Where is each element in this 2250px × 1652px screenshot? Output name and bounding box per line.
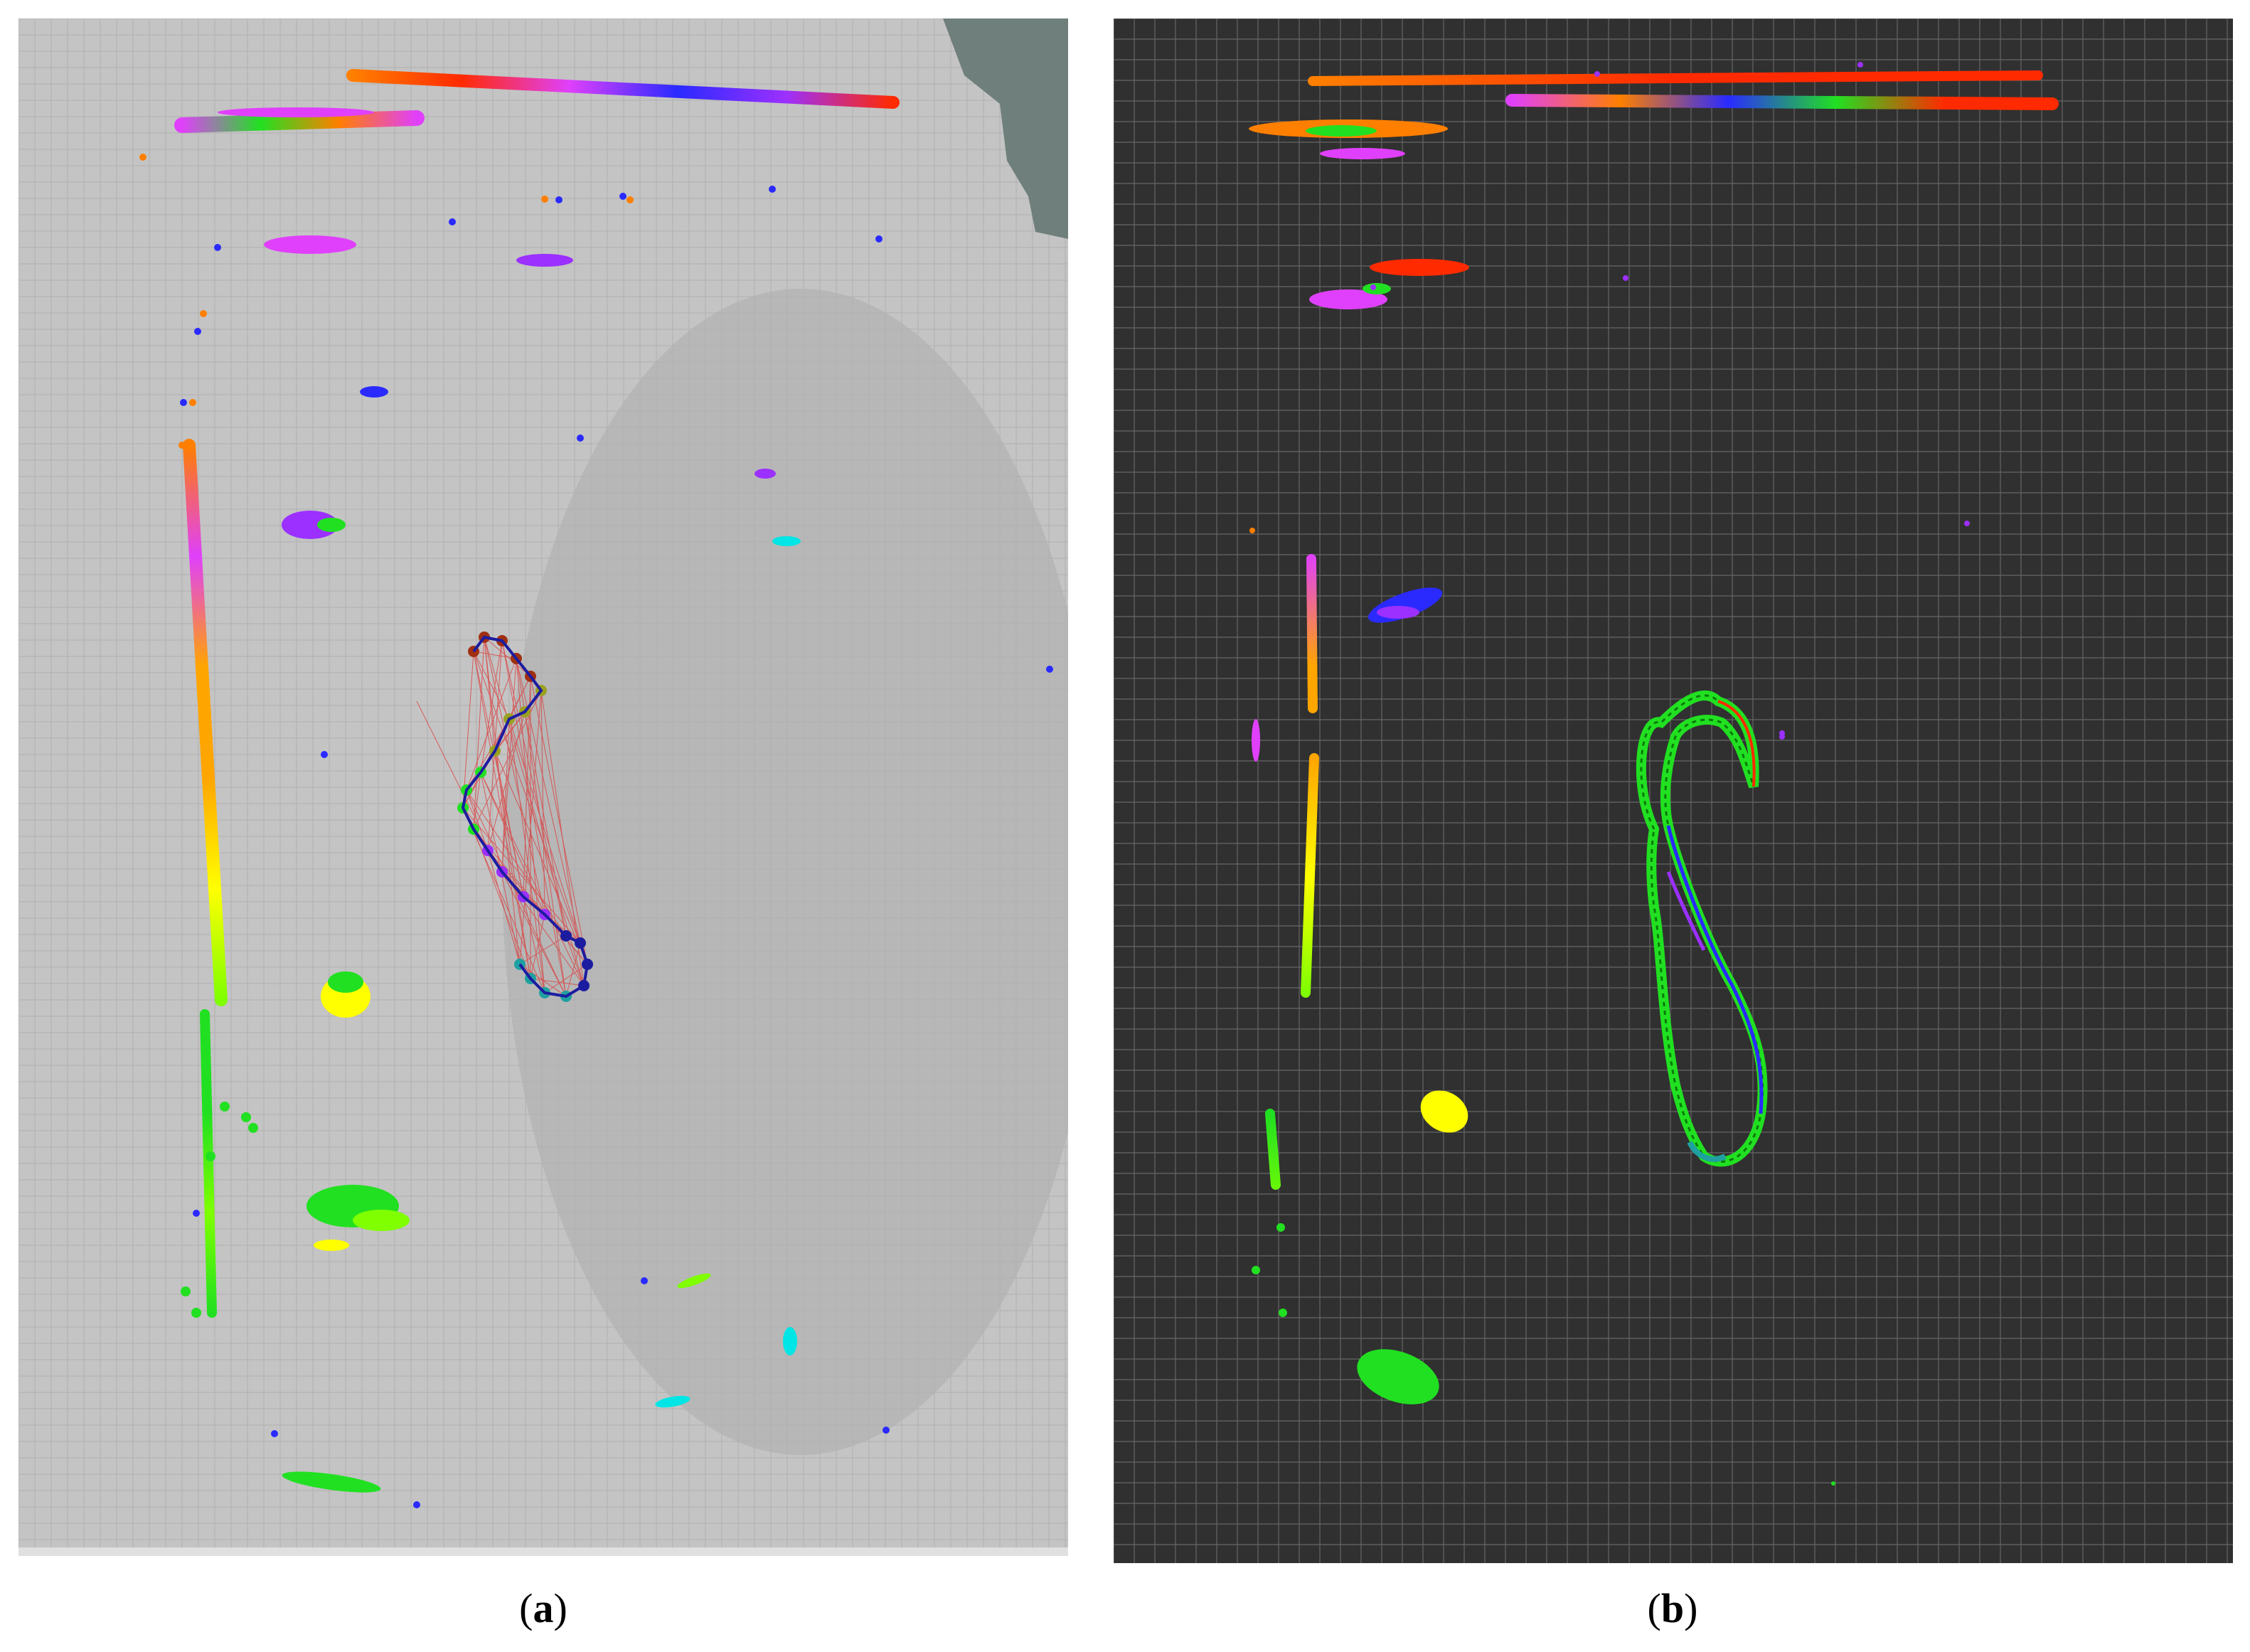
feature-16 bbox=[783, 1327, 797, 1355]
top-wall-left bbox=[174, 110, 425, 133]
map-grid bbox=[1114, 18, 2233, 1563]
feature-7 bbox=[1357, 1349, 1439, 1405]
panel-b-map-image bbox=[1114, 18, 2233, 1563]
scattered-points-green bbox=[1831, 1481, 1835, 1486]
trajectory-segment-red bbox=[1717, 700, 1756, 787]
top-wall bbox=[1505, 94, 2059, 110]
feature-3 bbox=[360, 386, 388, 398]
feature-1 bbox=[1370, 259, 1469, 276]
scattered-points-orange bbox=[1249, 528, 1255, 533]
map-background bbox=[1114, 18, 2233, 1563]
trajectory-segment-blue bbox=[1666, 825, 1764, 1114]
top-wall-left-lower bbox=[218, 107, 374, 117]
feature-11 bbox=[353, 1210, 410, 1231]
caption-a: (a) bbox=[519, 1585, 567, 1631]
left-wall-fragments bbox=[1252, 1223, 1287, 1317]
left-wall-lower bbox=[200, 1009, 217, 1318]
left-wall-fragment bbox=[1252, 719, 1260, 762]
feature-1 bbox=[264, 235, 356, 254]
top-left-wall-green bbox=[1306, 125, 1377, 137]
feature-4 bbox=[282, 511, 338, 539]
trajectory-segment-purple bbox=[1666, 871, 1706, 952]
feature-12 bbox=[314, 1240, 349, 1251]
map-bottom-strip bbox=[18, 1547, 1068, 1556]
feature-7 bbox=[755, 469, 776, 479]
left-wall-middle bbox=[1301, 753, 1319, 998]
feature-15 bbox=[655, 1395, 691, 1408]
caption-b: (b) bbox=[1647, 1585, 1698, 1631]
feature-2 bbox=[516, 254, 573, 267]
panel-b-rviz-map bbox=[1114, 18, 2233, 1563]
left-wall-fragments bbox=[181, 1102, 258, 1318]
scattered-points-orange bbox=[139, 154, 634, 449]
feature-13 bbox=[282, 1471, 381, 1493]
feature-3 bbox=[1363, 283, 1391, 294]
feature-14 bbox=[677, 1273, 711, 1289]
top-wall-right bbox=[346, 69, 900, 109]
top-wall-upper bbox=[1308, 70, 2043, 86]
feature-6 bbox=[772, 536, 801, 546]
top-left-wall-lower bbox=[1320, 148, 1405, 159]
scattered-points bbox=[180, 186, 1053, 1508]
trajectory-segment-teal bbox=[1687, 1141, 1727, 1162]
scattered-points bbox=[1370, 62, 1970, 740]
left-wall-lower bbox=[1265, 1109, 1281, 1190]
panel-a-map-image bbox=[18, 18, 1068, 1556]
feature-5 bbox=[317, 518, 346, 532]
feature-9 bbox=[328, 971, 363, 993]
feature-6 bbox=[1420, 1090, 1468, 1133]
feature-2 bbox=[1309, 289, 1387, 309]
panel-a-rviz-map bbox=[18, 18, 1068, 1556]
unknown-area-corner bbox=[943, 18, 1068, 239]
left-wall-upper bbox=[183, 439, 228, 1006]
left-wall-upper bbox=[1306, 554, 1318, 713]
trajectory-path bbox=[461, 635, 590, 998]
feature-5 bbox=[1377, 606, 1419, 619]
